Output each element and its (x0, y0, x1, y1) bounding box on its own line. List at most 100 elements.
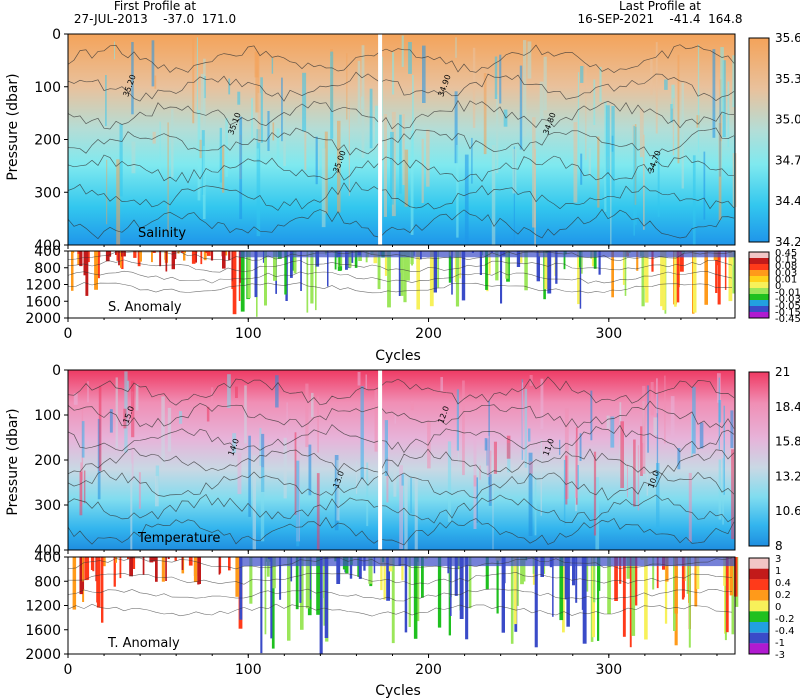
field-stripe (486, 435, 490, 477)
y-tick-label: 100 (34, 408, 61, 424)
field-stripe (346, 53, 348, 120)
y-tick-label: 1600 (25, 294, 61, 310)
field-stripe (688, 472, 692, 542)
field-stripe (196, 37, 198, 115)
anomaly-stripe (183, 251, 186, 261)
anomaly-stripe (552, 557, 554, 617)
field-stripe (604, 101, 607, 212)
colorbar-label: -3 (775, 650, 785, 661)
anomaly-stripe (651, 251, 654, 272)
field-stripe (159, 121, 161, 172)
anomaly-stripe (165, 251, 168, 272)
anomaly-stripe (536, 251, 540, 282)
contour-line (67, 259, 733, 273)
field-stripe (304, 130, 307, 170)
anomaly-stripe (368, 557, 373, 584)
anomaly-stripe (82, 557, 84, 582)
y-tick-label: 1200 (25, 278, 61, 294)
anomaly-stripe (271, 557, 275, 649)
field-stripe (559, 439, 561, 455)
panel-title: T. Anomaly (107, 636, 180, 651)
field-stripe (643, 134, 645, 230)
colorbar-label: 21 (775, 365, 790, 379)
anomaly-stripe (355, 251, 358, 265)
field-stripe (491, 145, 496, 245)
anomaly-stripe (133, 251, 137, 258)
anomaly-stripe (113, 557, 116, 587)
field-stripe (670, 104, 674, 123)
field-stripe (656, 378, 658, 414)
anomaly-stripe (461, 251, 466, 301)
colorbar-segment (749, 294, 769, 300)
field-stripe (471, 137, 473, 184)
salinity-panel: 35.2035.1035.0034.9034.8034.70Salinity01… (34, 27, 800, 254)
anomaly-stripe (398, 251, 401, 296)
anomaly-stripe (181, 251, 184, 253)
anomaly-stripe (279, 557, 282, 600)
anomaly-stripe (449, 557, 452, 600)
field-stripe (476, 477, 478, 523)
field-stripe (672, 98, 675, 156)
field-stripe (401, 35, 404, 67)
field-stripe (252, 455, 256, 550)
contour-line (67, 270, 733, 284)
anomaly-stripe (336, 557, 341, 584)
x-tick-label: 300 (595, 662, 622, 678)
colorbar-label: 35.32 (775, 72, 800, 86)
field-stripe (115, 377, 118, 448)
anomaly-stripe (254, 251, 258, 298)
anomaly-stripe (345, 251, 348, 270)
field-stripe (593, 451, 597, 536)
field-stripe (479, 465, 481, 480)
field-stripe (647, 385, 649, 453)
anomaly-stripe (454, 557, 458, 596)
anomaly-stripe (151, 251, 153, 263)
field-stripe (540, 439, 542, 516)
field-stripe (620, 421, 624, 488)
colorbar-label: 0 (775, 281, 781, 292)
anomaly-stripe (115, 557, 117, 563)
field-stripe (722, 60, 726, 138)
field-stripe (494, 56, 498, 99)
anomaly-stripe (579, 251, 581, 268)
anomaly-stripe (240, 251, 245, 312)
anomaly-stripe (496, 557, 499, 614)
anomaly-stripe (674, 557, 678, 614)
field-stripe (87, 381, 89, 403)
field-stripe (399, 465, 403, 549)
anomaly-stripe (593, 557, 596, 603)
contour-line (67, 181, 735, 211)
anomaly-stripe (451, 251, 453, 295)
colorbar-label: -0.45 (775, 314, 800, 325)
field-stripe (330, 51, 334, 139)
first-profile-value: 27-JUL-2013 -37.0 171.0 (74, 12, 236, 26)
field-stripe (639, 108, 644, 158)
anomaly-stripe (664, 557, 668, 624)
field-stripe (410, 477, 412, 513)
x-tick-label: 200 (415, 326, 442, 342)
anomaly-stripe (429, 251, 434, 307)
anomaly-stripe (577, 251, 581, 305)
anomaly-stripe (87, 251, 90, 263)
field-stripe (565, 455, 568, 505)
y-tick-label: 400 (34, 550, 61, 566)
anomaly-stripe (305, 557, 310, 609)
anomaly-stripe (264, 557, 267, 635)
anomaly-stripe (206, 251, 211, 256)
field-stripe (375, 105, 379, 144)
colorbar-label: 34.2 (775, 235, 800, 249)
y-tick-label: 800 (34, 574, 61, 590)
field-stripe (267, 111, 270, 151)
colorbar-label: 13.2 (775, 469, 800, 483)
contour-line (67, 44, 735, 74)
field-stripe (130, 463, 133, 550)
field-stripe (305, 383, 309, 448)
anomaly-stripe (131, 557, 136, 569)
anomaly-stripe (210, 251, 214, 261)
anomaly-stripe (516, 251, 521, 267)
field-stripe (255, 51, 260, 113)
field-stripe (528, 428, 531, 442)
colorbar-segment (749, 258, 769, 264)
anomaly-band (239, 251, 736, 258)
